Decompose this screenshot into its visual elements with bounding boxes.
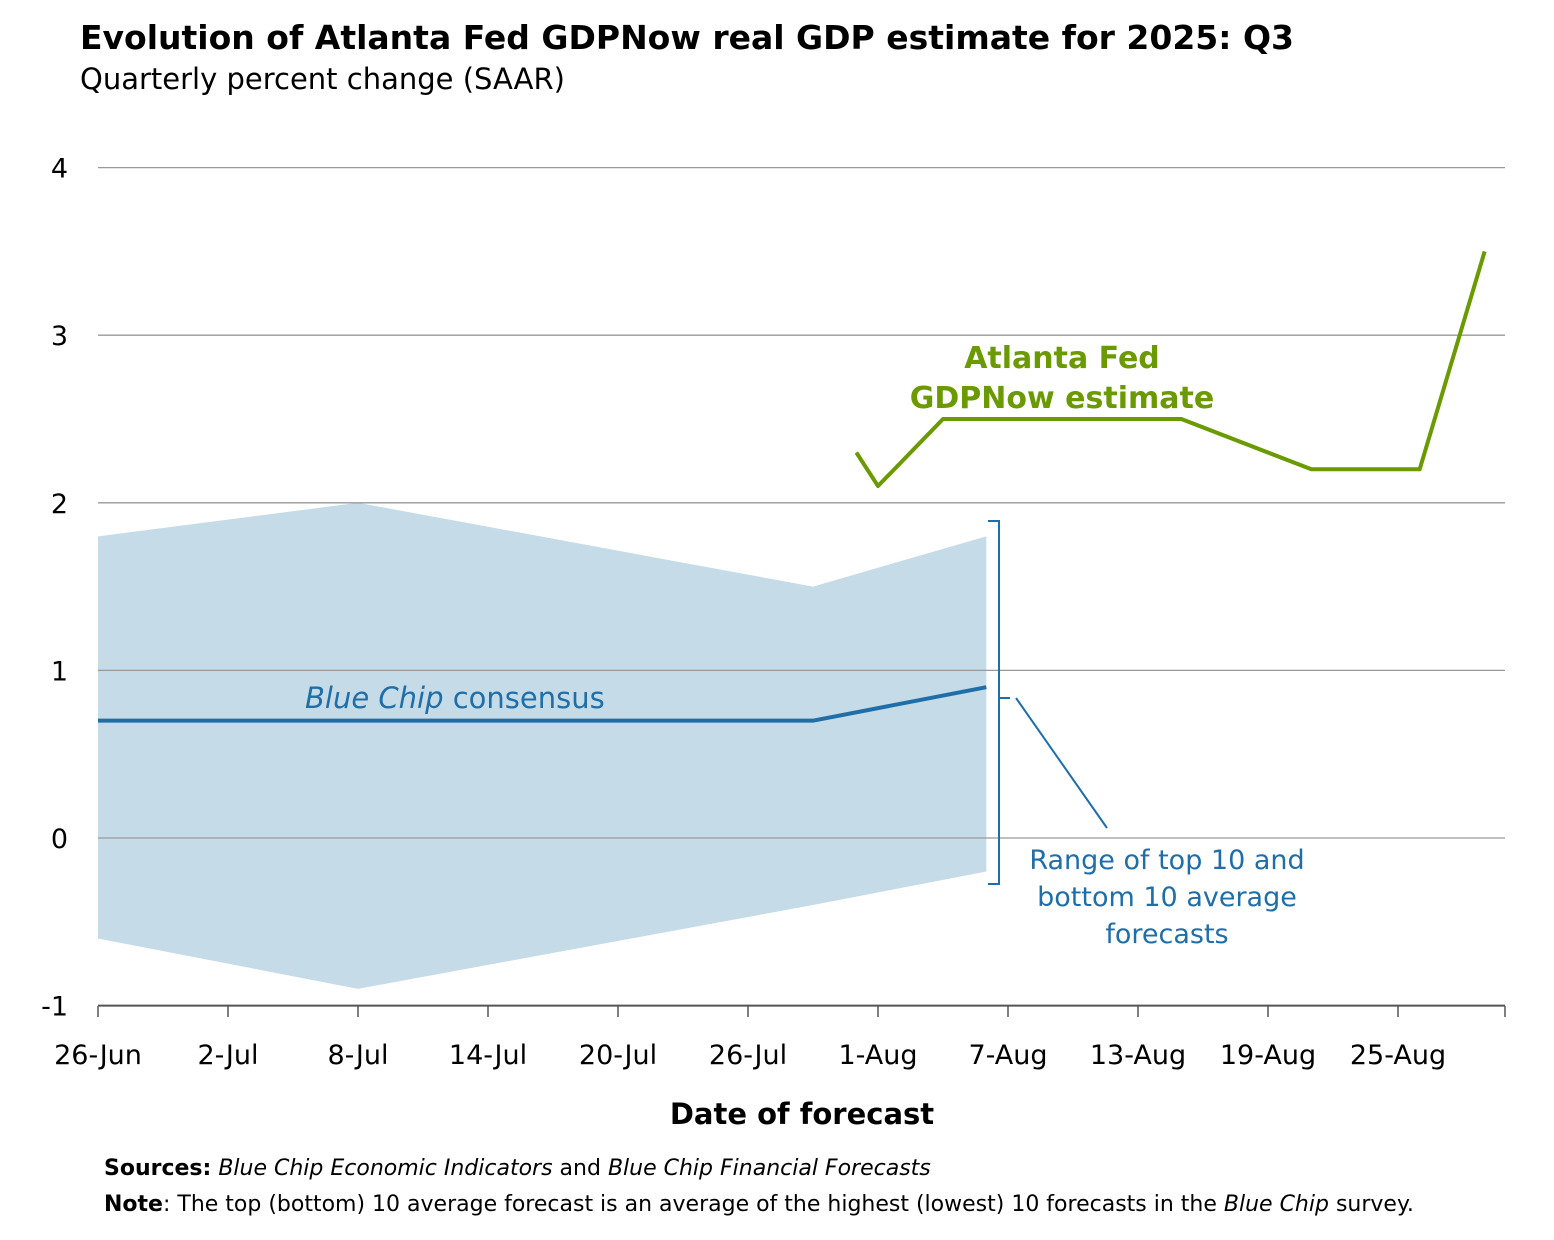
footnote: Note: The top (bottom) 10 average foreca…	[104, 1192, 1414, 1217]
y-tick-label: 0	[51, 824, 68, 855]
note-end: survey.	[1328, 1192, 1414, 1217]
note-label: Note	[104, 1192, 163, 1217]
sources-note: Sources: Blue Chip Economic Indicators a…	[104, 1156, 931, 1181]
gdpnow-label: Atlanta Fed	[964, 341, 1160, 376]
chart-subtitle: Quarterly percent change (SAAR)	[80, 62, 565, 96]
x-axis-title: Date of forecast	[670, 1097, 934, 1131]
y-tick-label: 4	[51, 154, 68, 185]
range-bracket	[988, 520, 1010, 885]
x-tick-label: 13-Aug	[1090, 1040, 1186, 1071]
sources-and: and	[552, 1156, 608, 1181]
x-tick-label: 7-Aug	[968, 1040, 1047, 1071]
x-tick-label: 20-Jul	[579, 1040, 657, 1071]
range-label: bottom 10 average	[1037, 882, 1297, 913]
forecast-range-band	[98, 502, 987, 989]
x-tick-label: 19-Aug	[1220, 1040, 1316, 1071]
range-label: forecasts	[1105, 919, 1228, 950]
sources-label: Sources:	[104, 1156, 212, 1181]
chart-title: Evolution of Atlanta Fed GDPNow real GDP…	[80, 18, 1294, 57]
x-tick-label: 26-Jun	[54, 1040, 142, 1071]
gdpnow-line	[854, 250, 1487, 489]
note-text: : The top (bottom) 10 average forecast i…	[162, 1192, 1224, 1217]
source-b: Blue Chip Financial Forecasts	[607, 1156, 931, 1181]
x-tick-label: 2-Jul	[197, 1040, 258, 1071]
y-tick-label: 2	[51, 489, 68, 520]
x-tick-label: 26-Jul	[709, 1040, 787, 1071]
range-label: Range of top 10 and	[1029, 845, 1304, 876]
gdpnow-label: GDPNow estimate	[910, 381, 1214, 416]
y-tick-label: 3	[51, 321, 68, 352]
note-italic: Blue Chip	[1223, 1192, 1329, 1217]
range-leader-line	[1015, 697, 1108, 829]
bluechip-consensus-line	[98, 685, 987, 723]
x-tick-label: 1-Aug	[838, 1040, 917, 1071]
x-tick-label: 8-Jul	[327, 1040, 388, 1071]
y-tick-label: -1	[41, 992, 68, 1023]
bluechip-label: Blue Chip consensus	[305, 681, 605, 715]
x-tick-label: 14-Jul	[449, 1040, 527, 1071]
x-tick-label: 25-Aug	[1350, 1040, 1446, 1071]
source-a: Blue Chip Economic Indicators	[218, 1156, 553, 1181]
y-tick-label: 1	[51, 656, 68, 687]
